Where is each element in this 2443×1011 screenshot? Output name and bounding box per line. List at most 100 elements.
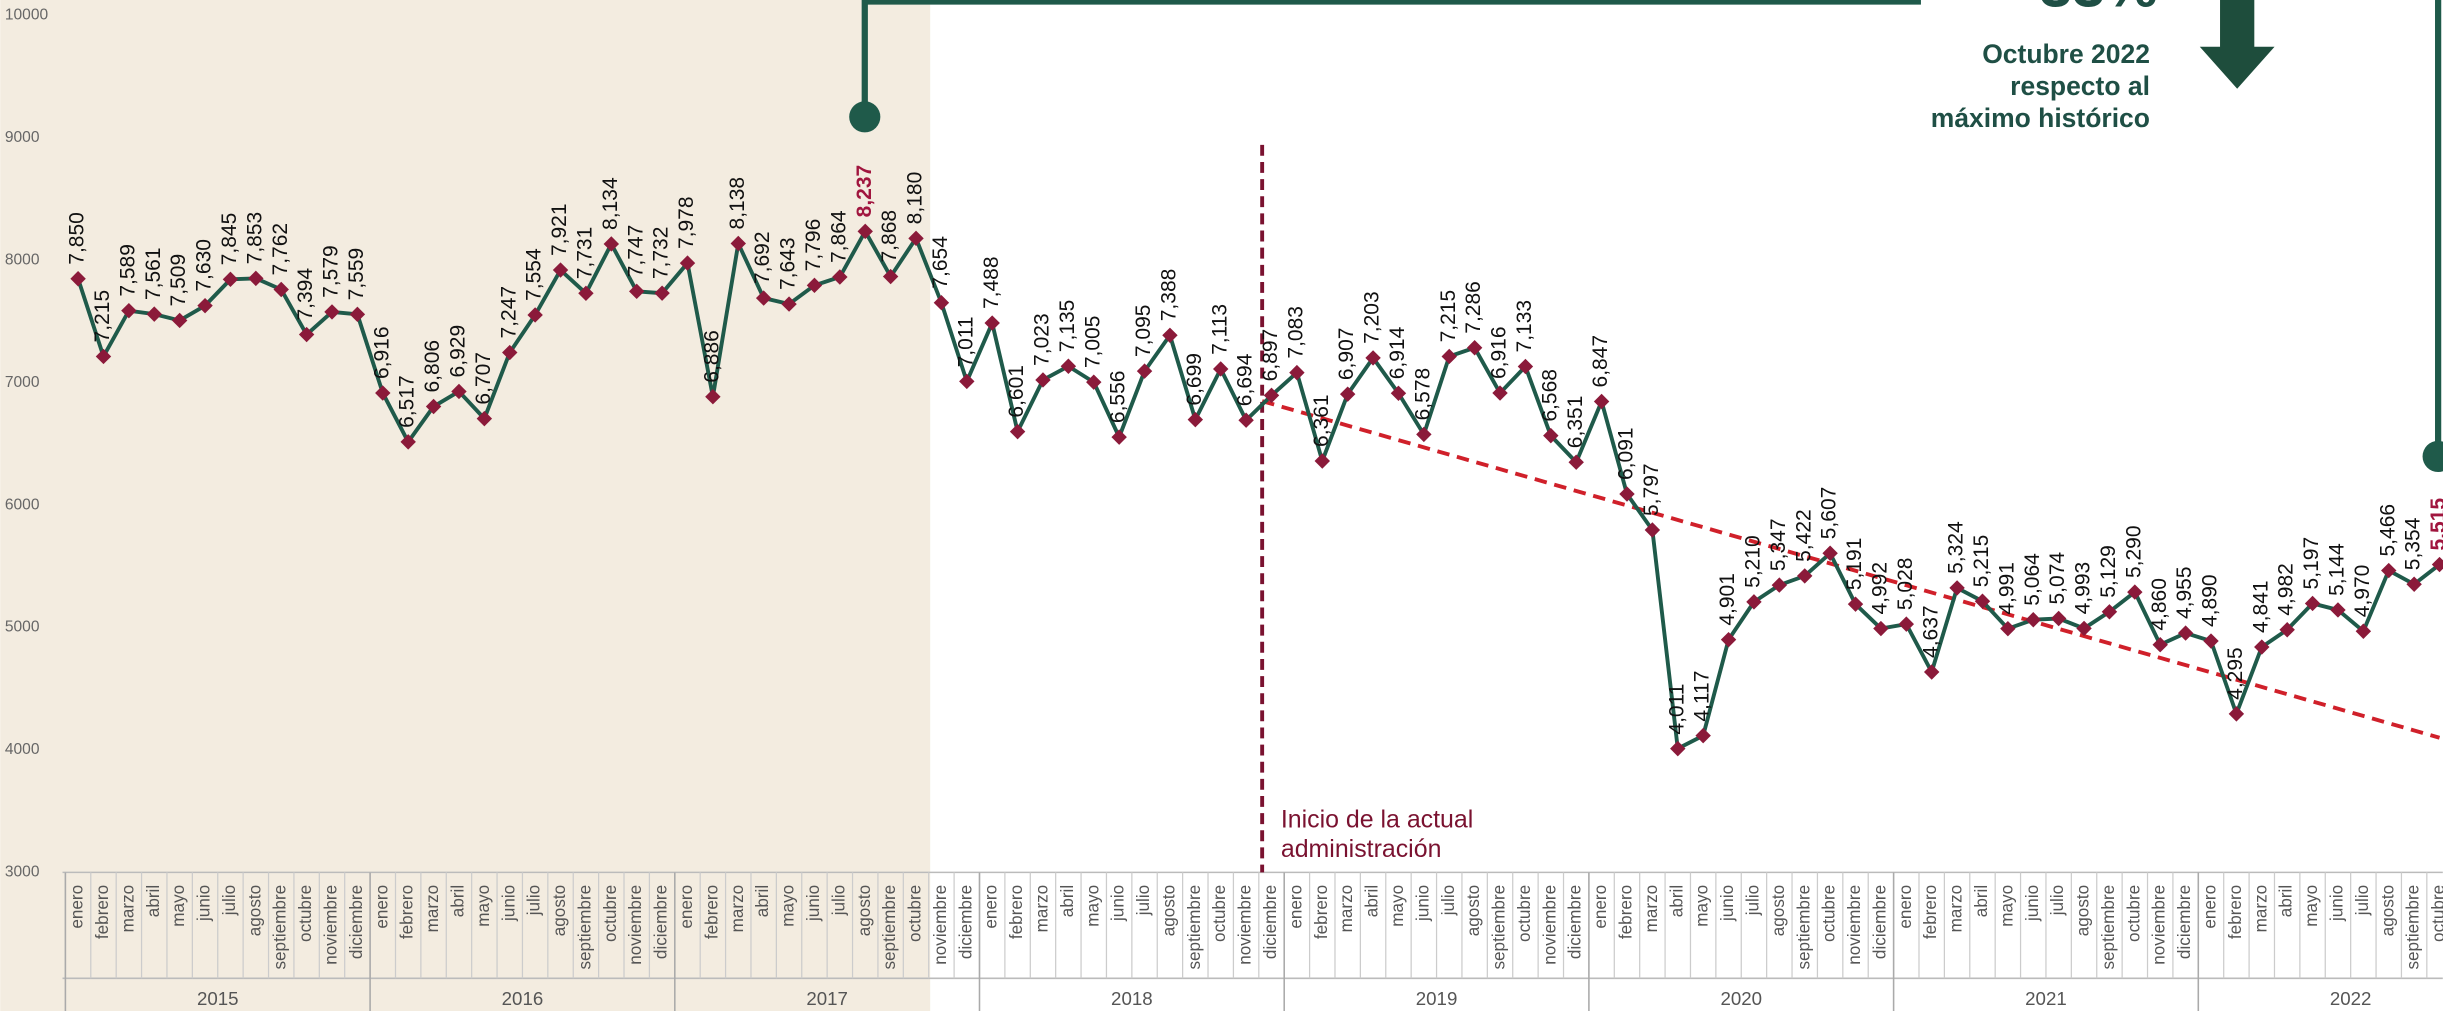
data-label: 7,247 <box>497 286 520 339</box>
data-label: 8,134 <box>599 177 622 230</box>
x-tick-label: enero <box>981 885 1001 929</box>
x-tick-label: julio <box>219 885 239 916</box>
data-label: 7,845 <box>218 213 241 266</box>
data-label: 7,850 <box>66 212 89 265</box>
x-tick-label: septiembre <box>574 885 594 970</box>
data-label: 5,215 <box>1970 535 1993 588</box>
year-label: 2017 <box>806 988 848 1009</box>
data-label: 4,011 <box>1665 684 1688 735</box>
x-tick-label: junio <box>194 885 214 922</box>
x-tick-label: octubre <box>295 885 315 942</box>
x-tick-label: marzo <box>1946 885 1966 933</box>
data-label: 7,011 <box>954 316 977 367</box>
data-label: 8,138 <box>726 177 749 230</box>
x-tick-label: abril <box>1971 885 1991 917</box>
data-label: 7,554 <box>523 248 546 301</box>
x-tick-label: mayo <box>168 885 188 927</box>
data-marker <box>1924 664 1939 679</box>
x-tick-label: abril <box>143 885 163 917</box>
data-label: 4,860 <box>2148 578 2171 631</box>
x-tick-label: junio <box>1717 885 1737 922</box>
x-tick-label: septiembre <box>1489 885 1509 970</box>
year-label: 2019 <box>1416 988 1458 1009</box>
data-marker <box>2178 625 2193 640</box>
chart: 300040005000600070008000900010000enerofe… <box>0 0 2443 1011</box>
down-arrow <box>2200 0 2275 89</box>
x-tick-label: enero <box>1285 885 1305 929</box>
data-label: 5,607 <box>1818 487 1841 540</box>
data-label: 7,488 <box>980 256 1003 309</box>
data-label: 7,589 <box>116 244 139 297</box>
x-tick-label: febrero <box>397 885 417 939</box>
data-label: 6,707 <box>472 352 495 405</box>
x-tick-label: mayo <box>1996 885 2016 927</box>
year-label: 2020 <box>1720 988 1762 1009</box>
data-label: 6,601 <box>1005 365 1028 418</box>
data-label: 8,180 <box>904 172 927 225</box>
data-marker <box>1594 394 1609 409</box>
data-label: 4,295 <box>2224 647 2247 700</box>
data-marker <box>2381 563 2396 578</box>
x-tick-label: octubre <box>905 885 925 942</box>
data-label: 4,117 <box>1691 671 1714 722</box>
data-label: 5,210 <box>1742 535 1765 588</box>
data-label: 6,694 <box>1234 353 1257 406</box>
data-marker <box>984 315 999 330</box>
data-label: 6,916 <box>370 326 393 379</box>
x-tick-label: diciembre <box>1565 885 1585 959</box>
data-marker <box>959 374 974 389</box>
data-label: 4,982 <box>2275 563 2298 616</box>
x-tick-label: agosto <box>1158 885 1178 936</box>
x-tick-label: junio <box>2022 885 2042 922</box>
x-tick-label: septiembre <box>2098 885 2118 970</box>
x-tick-label: noviembre <box>625 885 645 965</box>
data-label: 7,133 <box>1513 300 1536 353</box>
x-tick-label: diciembre <box>1260 885 1280 959</box>
x-tick-label: diciembre <box>2174 885 2194 959</box>
x-tick-label: noviembre <box>1235 885 1255 965</box>
data-marker <box>2051 611 2066 626</box>
x-tick-label: mayo <box>778 885 798 927</box>
y-tick-label: 10000 <box>5 7 49 24</box>
x-tick-label: febrero <box>2225 885 2245 939</box>
x-tick-label: marzo <box>2250 885 2270 933</box>
x-tick-label: noviembre <box>1539 885 1559 965</box>
x-tick-label: julio <box>2352 885 2372 916</box>
x-tick-label: octubre <box>600 885 620 942</box>
data-label: 7,796 <box>802 219 825 272</box>
year-label: 2018 <box>1111 988 1153 1009</box>
data-label: 7,561 <box>142 247 165 300</box>
year-label: 2022 <box>2330 988 2372 1009</box>
data-marker <box>1899 616 1914 631</box>
x-tick-label: abril <box>2276 885 2296 917</box>
data-marker <box>1695 728 1710 743</box>
x-tick-label: septiembre <box>2403 885 2423 970</box>
data-label: 6,578 <box>1411 368 1434 421</box>
callout-dot <box>2423 441 2443 472</box>
data-label: 7,095 <box>1132 305 1155 358</box>
x-tick-label: abril <box>1666 885 1686 917</box>
year-label: 2016 <box>502 988 544 1009</box>
y-tick-label: 5000 <box>5 619 40 636</box>
x-tick-label: agosto <box>1768 885 1788 936</box>
data-marker <box>1111 429 1126 444</box>
data-label: 4,841 <box>2249 580 2272 633</box>
data-label: 6,351 <box>1564 396 1587 449</box>
callout-text: máximo histórico <box>1931 103 2150 133</box>
y-tick-label: 9000 <box>5 129 40 146</box>
data-label: 6,091 <box>1615 427 1638 480</box>
data-label: 7,747 <box>624 225 647 278</box>
y-tick-label: 7000 <box>5 374 40 391</box>
admin-annotation: administración <box>1281 835 1442 863</box>
x-tick-label: agosto <box>2073 885 2093 936</box>
data-label: 7,113 <box>1208 304 1231 355</box>
x-tick-label: mayo <box>2301 885 2321 927</box>
x-tick-label: febrero <box>1920 885 1940 939</box>
x-tick-label: junio <box>1412 885 1432 922</box>
data-marker <box>934 295 949 310</box>
data-label: 7,630 <box>193 239 216 292</box>
x-tick-label: octubre <box>1514 885 1534 942</box>
data-label: 6,914 <box>1386 326 1409 379</box>
x-tick-label: abril <box>447 885 467 917</box>
data-label: 6,699 <box>1183 353 1206 406</box>
